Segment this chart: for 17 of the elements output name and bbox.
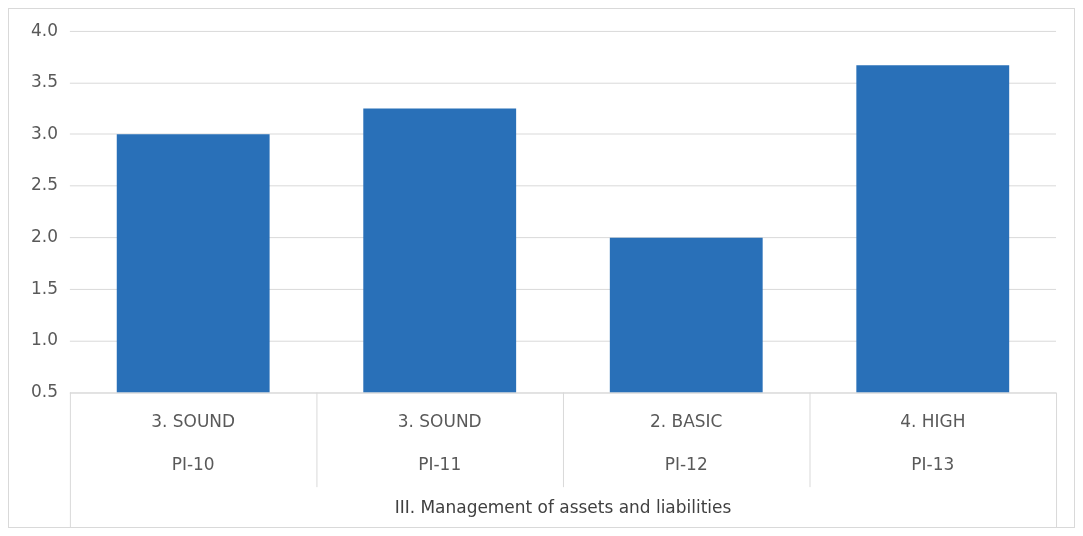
y-tick-label: 3.0 (30, 122, 58, 143)
text: 3. SOUND (151, 410, 236, 431)
x-tick-label: PI-12 (664, 453, 708, 474)
x-tick-label: PI-13 (911, 453, 955, 474)
y-tick-label: 2.0 (30, 226, 58, 247)
x-tick-label: PI-11 (418, 453, 462, 474)
y-tick-label: 0.5 (30, 380, 58, 401)
text: 2. BASIC (650, 410, 723, 431)
x-tick-label: PI-10 (171, 453, 215, 474)
y-tick-label: 4.0 (30, 19, 58, 40)
y-tick-label: 1.0 (30, 329, 58, 350)
y-tick-label: 3.5 (30, 71, 58, 92)
text: 3. SOUND (397, 410, 482, 431)
text: 4. HIGH (900, 410, 966, 431)
x-axis-title: III. Management of assets and liabilities (394, 497, 732, 518)
y-tick-label: 2.5 (30, 174, 58, 195)
y-tick-label: 1.5 (30, 277, 58, 298)
